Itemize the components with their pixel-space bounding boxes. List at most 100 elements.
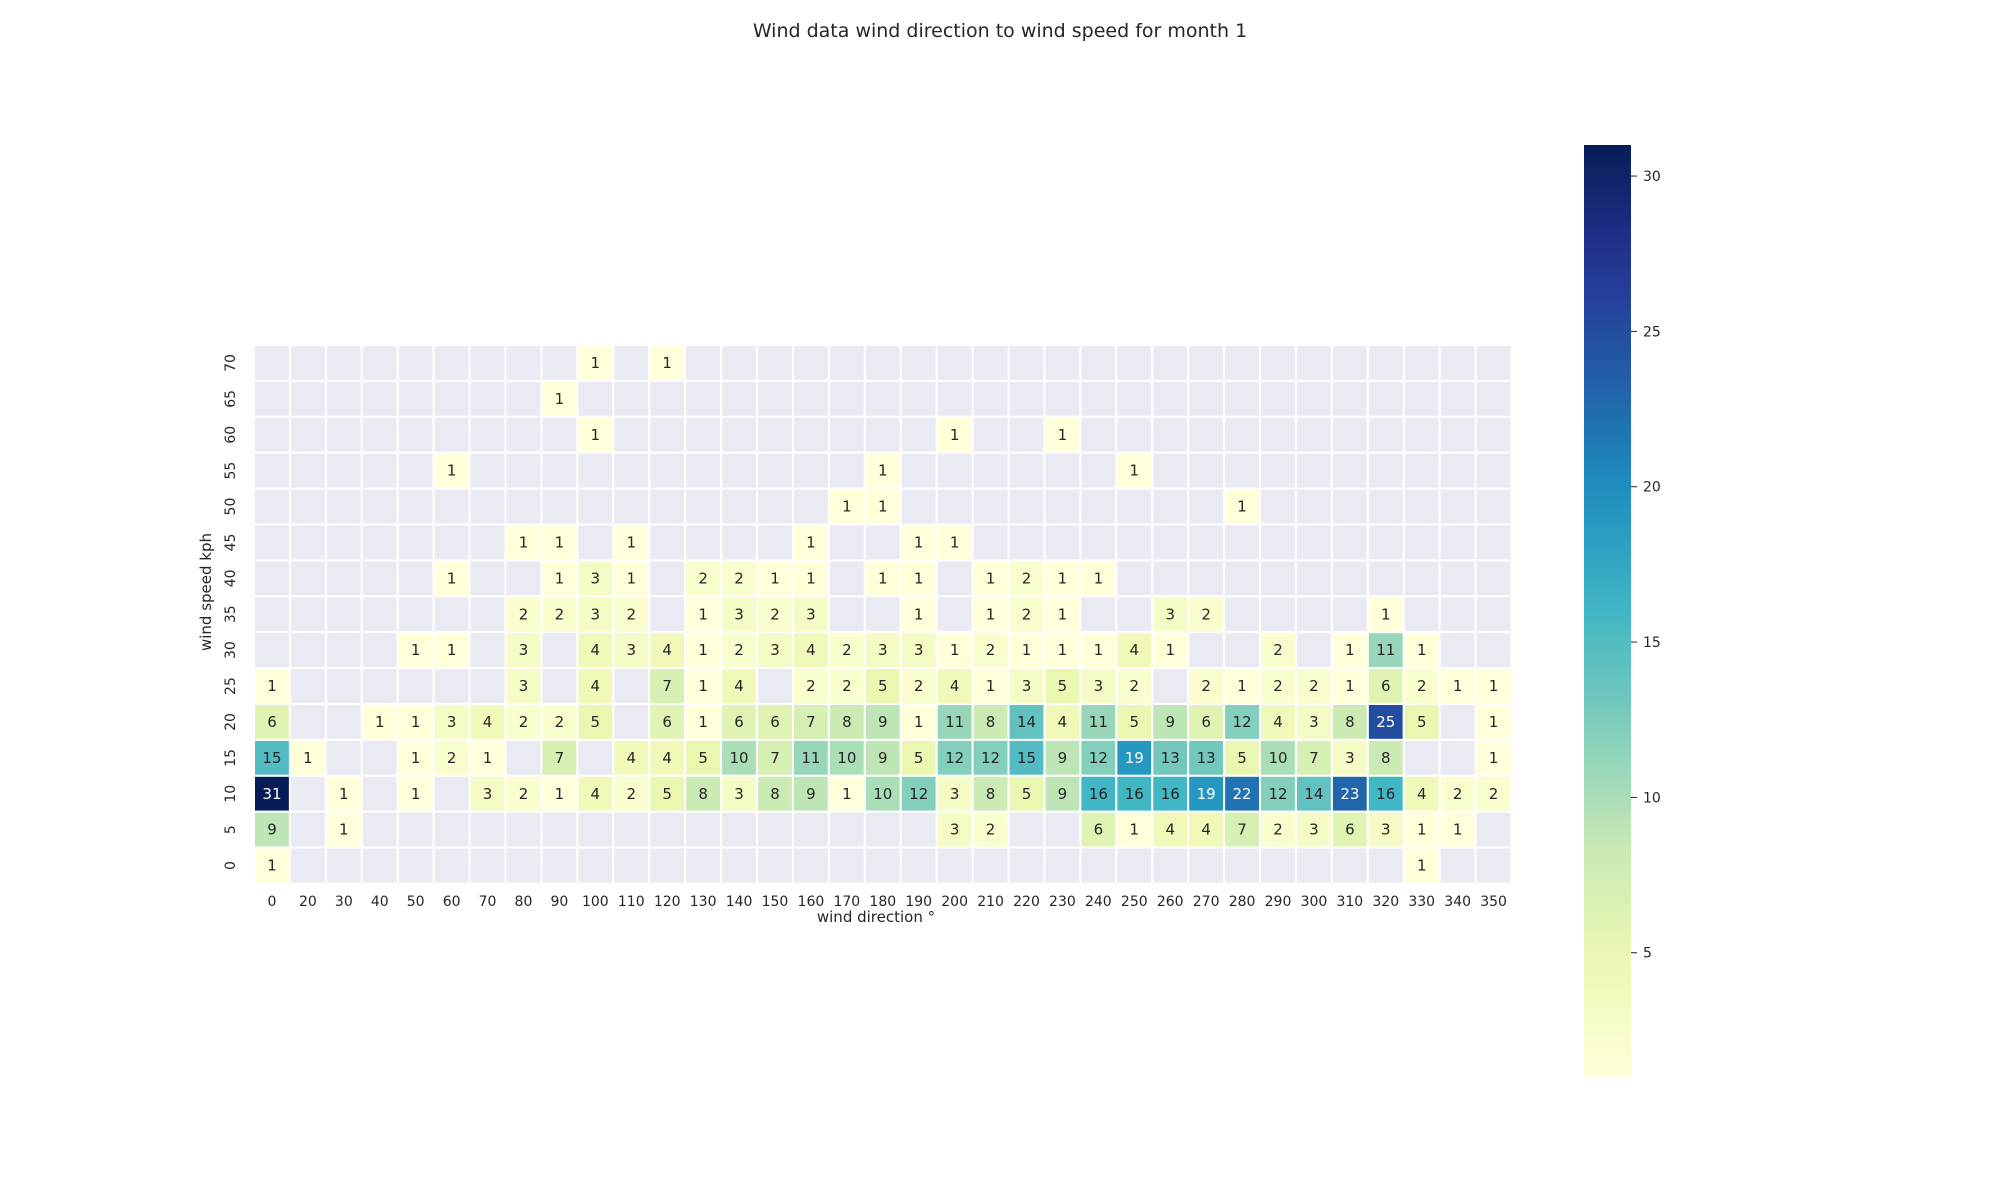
x-tick-label: 280 [1229, 894, 1256, 910]
heatmap-cell [468, 667, 507, 705]
heatmap-cell [540, 774, 579, 813]
heatmap-cell [1223, 451, 1262, 490]
heatmap-cells: 1 111 1 11 1 11 1 11 1 1 1 1 11 1 3 1 2 2 1 1 1 1 1 2 1 12 2 3 2 1 3 2 3… [253, 344, 1513, 885]
cell-value-label: 9 [1058, 785, 1068, 803]
cell-value-label: 6 [1094, 821, 1104, 839]
x-tick-label: 290 [1265, 894, 1292, 910]
y-tick-label: 60 [223, 426, 239, 444]
heatmap-cell [1366, 487, 1405, 526]
cell-value-label: 1 [1345, 641, 1355, 659]
heatmap-cell [1330, 344, 1369, 382]
heatmap-cell [1402, 451, 1441, 490]
heatmap-cell [648, 810, 687, 849]
heatmap-cell [540, 344, 579, 382]
heatmap-cell [1187, 523, 1226, 562]
cell-value-label: 1 [770, 569, 780, 587]
heatmap-cell [863, 631, 902, 670]
x-tick-label: 240 [1085, 894, 1112, 910]
heatmap-cell [1259, 379, 1297, 418]
heatmap-cell [1151, 703, 1190, 741]
cell-value-label: 1 [555, 390, 565, 408]
heatmap-cell [791, 487, 830, 526]
heatmap-cell [432, 703, 471, 741]
cell-value-label: 3 [1381, 821, 1391, 839]
heatmap-cell [396, 523, 435, 562]
x-tick-label: 30 [335, 894, 353, 910]
cell-value-label: 11 [801, 749, 820, 767]
heatmap-cell [432, 595, 471, 634]
cell-value-label: 4 [734, 677, 744, 695]
heatmap-cell [396, 344, 435, 382]
heatmap-cell [827, 451, 866, 490]
heatmap-cell [684, 738, 723, 777]
heatmap-cell [827, 846, 866, 885]
heatmap-cell [1223, 344, 1262, 382]
heatmap-cell [1007, 595, 1046, 634]
x-tick-label: 100 [582, 894, 609, 910]
heatmap-cell [827, 344, 866, 382]
heatmap-cell [1115, 559, 1154, 598]
heatmap-cell [1043, 631, 1082, 670]
heatmap-cell [1402, 595, 1441, 634]
heatmap-cell [360, 523, 399, 562]
cell-value-label: 5 [1058, 677, 1068, 695]
heatmap-cell [1294, 487, 1333, 526]
y-tick-label: 70 [223, 354, 239, 372]
cell-value-label: 3 [1165, 605, 1175, 623]
heatmap-cell [576, 487, 615, 526]
heatmap-cell [1402, 667, 1441, 705]
heatmap-cell [1079, 415, 1118, 454]
heatmap-cell [756, 846, 794, 885]
heatmap-cell [1007, 451, 1046, 490]
y-tick-label: 45 [223, 534, 239, 552]
heatmap-cell [360, 487, 399, 526]
cell-value-label: 25 [1376, 713, 1395, 731]
x-tick-label: 20 [299, 894, 317, 910]
heatmap-cell [288, 523, 327, 562]
heatmap-cell [1294, 559, 1333, 598]
heatmap-cell [971, 451, 1010, 490]
heatmap-cell [756, 703, 794, 741]
heatmap-cell [1115, 774, 1154, 813]
heatmap-cell [432, 344, 471, 382]
cell-value-label: 10 [1268, 749, 1287, 767]
heatmap-cell [1474, 595, 1513, 634]
heatmap-cell [468, 846, 507, 885]
heatmap-cell [1115, 379, 1154, 418]
heatmap-cell [288, 415, 327, 454]
heatmap-cell [1294, 523, 1333, 562]
heatmap-cell [360, 559, 399, 598]
heatmap-cell [324, 415, 363, 454]
heatmap-cell [935, 559, 974, 598]
x-tick-label: 170 [833, 894, 860, 910]
heatmap-cell [1402, 559, 1441, 598]
cell-value-label: 11 [1089, 713, 1108, 731]
heatmap-cell [1366, 451, 1405, 490]
heatmap-cell [971, 344, 1010, 382]
heatmap-cell [720, 487, 759, 526]
cell-value-label: 6 [770, 713, 780, 731]
x-axis-ticks: 0 20 30 40 50 60 70 80 90 100 110 120 130 140 150 160 17… [268, 894, 1507, 910]
y-tick-label: 20 [223, 713, 239, 731]
y-tick-label: 30 [223, 641, 239, 659]
heatmap-cell [1043, 379, 1082, 418]
cell-value-label: 16 [1125, 785, 1144, 803]
x-tick-label: 250 [1121, 894, 1148, 910]
heatmap-cell [1294, 379, 1333, 418]
cell-value-label: 1 [878, 462, 888, 480]
heatmap-cell [396, 559, 435, 598]
heatmap-cell [1438, 415, 1477, 454]
heatmap-cell [1187, 559, 1226, 598]
heatmap-cell [576, 451, 615, 490]
heatmap-cell [253, 523, 291, 562]
heatmap-cell [1007, 487, 1046, 526]
heatmap-cell [253, 451, 291, 490]
heatmap-cell [1294, 415, 1333, 454]
cell-value-label: 5 [914, 749, 924, 767]
heatmap-cell [1223, 415, 1262, 454]
heatmap-cell [1330, 631, 1369, 670]
heatmap-cell [1043, 487, 1082, 526]
cell-value-label: 2 [519, 713, 529, 731]
cell-value-label: 1 [1489, 749, 1499, 767]
heatmap-cell [971, 846, 1010, 885]
